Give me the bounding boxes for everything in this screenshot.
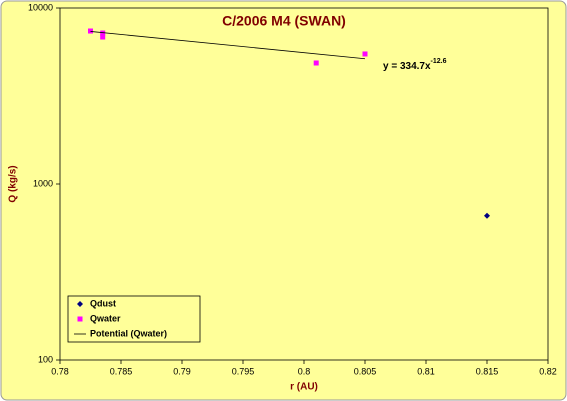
y-tick-label: 10000	[28, 2, 53, 12]
x-tick-label: 0.795	[232, 366, 255, 376]
x-tick-label: 0.82	[539, 366, 557, 376]
point	[100, 34, 106, 40]
y-tick-label: 100	[38, 354, 53, 364]
x-tick-label: 0.78	[51, 366, 69, 376]
trend-line	[90, 31, 366, 60]
equation-exponent: -12.6	[431, 58, 447, 65]
point	[88, 28, 93, 34]
point	[313, 60, 319, 66]
x-tick-label: 0.8	[298, 366, 311, 376]
x-tick-label: 0.81	[417, 366, 435, 376]
x-axis-label: r (AU)	[290, 382, 318, 393]
x-tick-label: 0.805	[354, 366, 377, 376]
legend-label: Qdust	[90, 298, 116, 308]
legend-label: Qwater	[90, 313, 121, 323]
x-tick-label: 0.79	[173, 366, 191, 376]
point	[362, 51, 368, 57]
y-tick-label: 1000	[33, 178, 53, 188]
y-axis-label: Q (kg/s)	[8, 165, 19, 202]
legend	[67, 295, 201, 343]
equation-text: y = 334.7x	[383, 61, 431, 72]
point	[484, 212, 490, 219]
legend-marker	[77, 316, 83, 322]
x-tick-label: 0.785	[110, 366, 133, 376]
trend-equation: y = 334.7x-12.6	[383, 58, 447, 72]
chart-title: C/2006 M4 (SWAN)	[222, 13, 346, 29]
legend-label: Potential (Qwater)	[90, 328, 167, 338]
legend-marker	[77, 301, 83, 307]
x-tick-label: 0.815	[476, 366, 499, 376]
